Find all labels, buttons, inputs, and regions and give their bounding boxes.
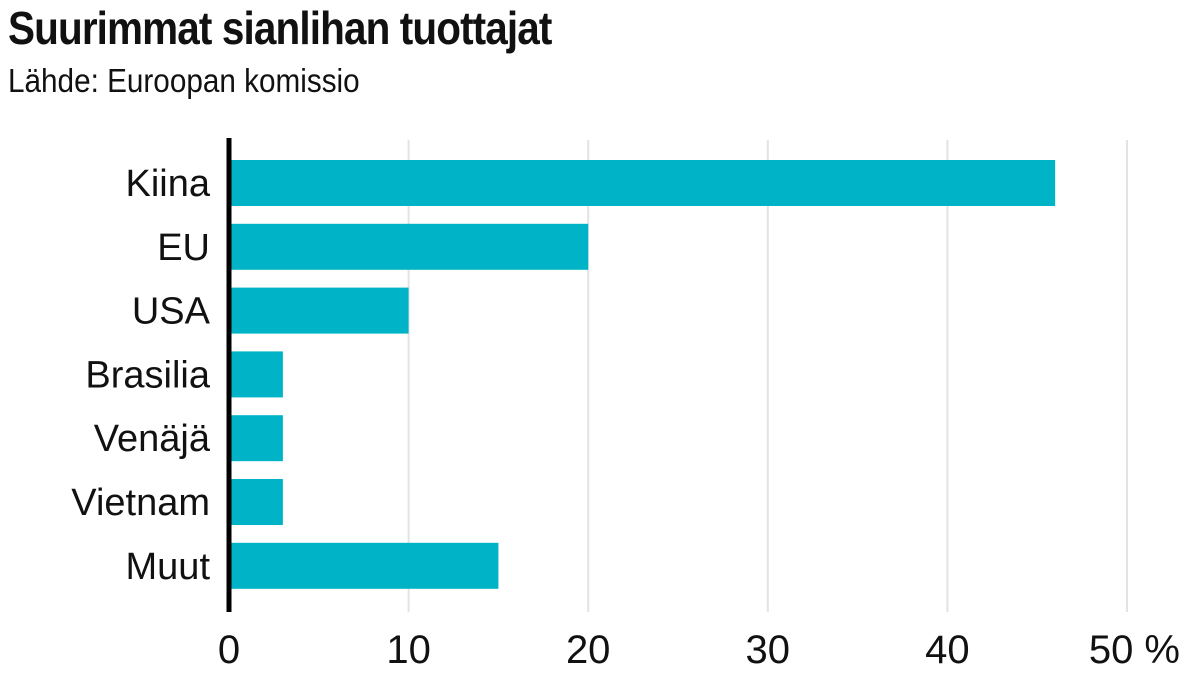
x-tick-label: 50 % bbox=[1089, 628, 1180, 672]
category-label: Brasilia bbox=[85, 354, 210, 396]
category-label: Vietnam bbox=[71, 482, 210, 524]
category-label: Muut bbox=[126, 546, 211, 588]
bar-venäjä bbox=[229, 415, 283, 462]
bar-eu bbox=[229, 223, 589, 270]
x-tick-label: 40 bbox=[925, 628, 970, 672]
x-tick-label: 20 bbox=[566, 628, 611, 672]
bars bbox=[229, 160, 1056, 589]
x-tick-labels: 0 10 20 30 40 50 % bbox=[218, 628, 1180, 672]
x-tick-label: 0 bbox=[218, 628, 240, 672]
bar-kiina bbox=[229, 160, 1056, 206]
bar-brasilia bbox=[229, 351, 283, 398]
category-label: EU bbox=[157, 227, 210, 269]
category-label: USA bbox=[132, 291, 211, 333]
bar-muut bbox=[229, 542, 499, 589]
x-tick-label: 10 bbox=[386, 628, 431, 672]
grid-lines bbox=[407, 140, 1128, 612]
category-label: Venäjä bbox=[94, 418, 211, 460]
chart-title: Suurimmat sianlihan tuottajat bbox=[8, 2, 552, 54]
x-tick-label: 30 bbox=[746, 628, 791, 672]
chart-subtitle: Lähde: Euroopan komissio bbox=[8, 62, 360, 99]
category-labels: Kiina EU USA Brasilia Venäjä Vietnam Muut bbox=[71, 163, 211, 588]
bar-vietnam bbox=[229, 479, 283, 525]
bar-usa bbox=[229, 287, 409, 334]
category-label: Kiina bbox=[126, 163, 211, 205]
